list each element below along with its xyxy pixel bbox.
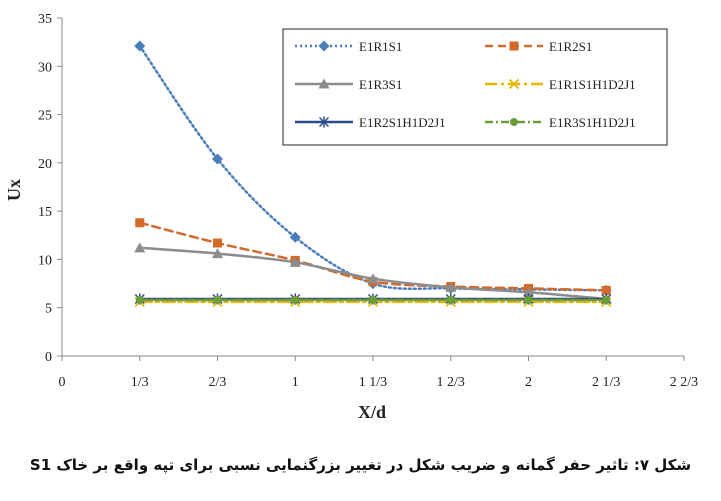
- data-point: [524, 295, 533, 304]
- y-ticks: 0 5 10 15 20 25 30 35: [38, 12, 62, 365]
- x-axis-title: X/d: [358, 402, 386, 422]
- x-tick-label: 0: [59, 375, 66, 390]
- data-point: [445, 281, 457, 292]
- series-group: [134, 40, 612, 308]
- data-point: [134, 40, 146, 52]
- y-tick-label: 30: [38, 60, 52, 75]
- x-tick-label: 1 1/3: [359, 375, 387, 390]
- x-ticks: 0 1/3 2/3 1 1 1/3 1 2/3 2 2 1/3 2 2/3: [59, 356, 698, 390]
- series-E1R2S1: [135, 218, 611, 295]
- legend-label: E1R3S1: [359, 77, 402, 92]
- legend-label: E1R3S1H1D2J1: [549, 115, 636, 130]
- data-point: [134, 242, 146, 253]
- legend-label: E1R2S1: [549, 39, 592, 54]
- legend-entry: E1R3S1: [295, 77, 402, 92]
- data-point: [135, 218, 145, 228]
- legend-marker: [318, 40, 330, 52]
- legend-marker: [508, 78, 520, 90]
- legend-marker: [318, 116, 330, 128]
- y-tick-label: 15: [38, 205, 52, 220]
- legend-marker: [509, 41, 519, 51]
- y-tick-label: 25: [38, 109, 52, 124]
- legend-label: E1R2S1H1D2J1: [359, 115, 446, 130]
- data-point: [368, 295, 377, 304]
- figure-caption: شکل ۷: تاثیر حفر گمانه و ضریب شکل در تغی…: [29, 456, 692, 474]
- data-point: [291, 295, 300, 304]
- data-point: [601, 285, 611, 295]
- legend-label: E1R1S1H1D2J1: [549, 77, 636, 92]
- legend-entry: E1R1S1: [295, 39, 402, 54]
- x-tick-label: 1 2/3: [437, 375, 465, 390]
- y-axis-title: Ux: [4, 179, 24, 201]
- data-point: [212, 248, 224, 259]
- y-tick-label: 5: [45, 302, 52, 317]
- legend-label: E1R1S1: [359, 39, 402, 54]
- legend-entry: E1R2S1H1D2J1: [295, 115, 446, 130]
- data-point: [212, 153, 224, 165]
- data-point: [135, 295, 144, 304]
- marker-stroke: [508, 78, 520, 90]
- y-tick-label: 0: [45, 350, 52, 365]
- data-point: [367, 273, 379, 284]
- legend-marker: [318, 78, 330, 89]
- data-point: [602, 295, 611, 304]
- x-tick-label: 2 2/3: [670, 375, 698, 390]
- series-E1R3S1: [134, 242, 612, 304]
- legend-marker: [510, 118, 518, 126]
- legend-entry: E1R1S1H1D2J1: [485, 77, 636, 92]
- y-tick-label: 20: [38, 157, 52, 172]
- legend-box: [282, 28, 668, 146]
- y-tick-label: 10: [38, 253, 52, 268]
- data-point: [446, 295, 455, 304]
- legend-entry: E1R2S1: [485, 39, 592, 54]
- chart: 0 5 10 15 20 25 30 35 0 1/3 2/3 1 1 1/3 1 2/3 2 2 1/3 2…: [4, 12, 698, 422]
- y-tick-label: 35: [38, 12, 52, 27]
- series-E1R3S1H1D2J1: [135, 295, 611, 304]
- x-tick-label: 2: [525, 375, 532, 390]
- data-point: [213, 238, 223, 248]
- data-point: [522, 286, 534, 297]
- data-point: [289, 256, 301, 267]
- data-point: [289, 231, 301, 243]
- legend: E1R1S1 E1R2S1 E1R3S1 E1R1S1H1D2J1 E1R2S1H1D2…: [282, 28, 668, 146]
- x-tick-label: 1/3: [131, 375, 149, 390]
- x-tick-label: 2 1/3: [592, 375, 620, 390]
- data-point: [213, 295, 222, 304]
- legend-entry: E1R3S1H1D2J1: [485, 115, 636, 130]
- x-tick-label: 1: [292, 375, 299, 390]
- x-tick-label: 2/3: [209, 375, 227, 390]
